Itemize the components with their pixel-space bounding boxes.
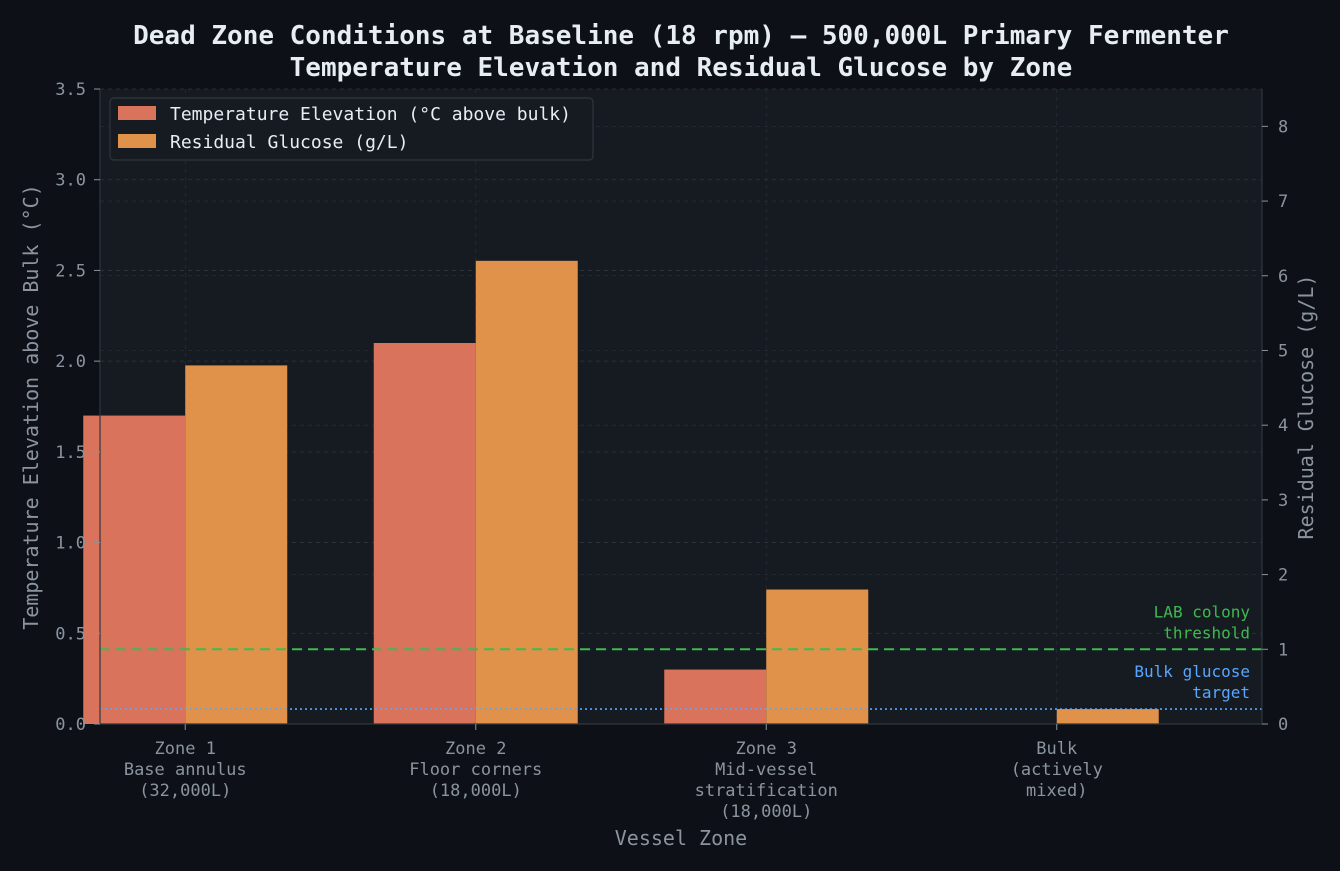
x-tick-label: stratification [695,781,838,801]
legend-swatch [118,106,156,120]
x-tick-label: Floor corners [409,760,542,780]
reference-line-label: LAB colony [1154,602,1251,621]
x-tick-label: mixed) [1026,781,1087,801]
legend-box [109,97,594,161]
legend-swatch [118,134,156,148]
y-tick-label-left: 0.5 [55,624,86,644]
chart-subtitle: Temperature Elevation and Residual Gluco… [290,53,1073,83]
y-tick-label-right: 5 [1278,341,1288,361]
legend: Temperature Elevation (°C above bulk) Res… [109,97,594,161]
reference-line-label: Bulk glucose [1134,662,1250,681]
bar-temperature [373,343,476,724]
x-tick-label: (18,000L) [430,781,522,801]
x-tick-label: (18,000L) [720,802,812,822]
plot-area [100,89,1262,724]
legend-entry: Temperature Elevation (°C above bulk) [170,104,571,125]
y-tick-label-right: 2 [1278,566,1288,586]
y-axis-label-right: Residual Glucose (g/L) [1294,275,1318,540]
y-tick-label-left: 1.0 [55,534,86,554]
y-tick-label-left: 3.0 [55,171,86,191]
reference-lines: LAB colony threshold Bulk glucose target [100,602,1262,710]
bar-temperature [83,415,186,724]
y-tick-label-left: 0.0 [55,715,86,735]
bar-temperature [664,669,767,724]
x-tick-label: Mid-vessel [715,760,817,780]
y-tick-label-left: 2.0 [55,352,86,372]
y-tick-label-right: 1 [1278,640,1288,660]
y-tick-label-left: 1.5 [55,443,86,463]
chart-title: Dead Zone Conditions at Baseline (18 rpm… [133,21,1229,51]
x-tick-label: Zone 3 [736,739,797,759]
y-tick-label-right: 7 [1278,192,1288,212]
bar-glucose [766,589,869,724]
bar-glucose [475,260,578,724]
x-tick-label: (actively [1011,760,1103,780]
x-tick-label: Zone 1 [155,739,216,759]
x-axis-label: Vessel Zone [615,826,747,850]
legend-entry: Residual Glucose (g/L) [170,132,408,153]
x-tick-label: (32,000L) [139,781,231,801]
reference-line-label: target [1192,683,1250,702]
reference-line-label: threshold [1163,623,1250,642]
y-tick-label-right: 0 [1278,715,1288,735]
y-tick-label-right: 8 [1278,117,1288,137]
y-tick-label-right: 3 [1278,491,1288,511]
x-tick-label: Base annulus [124,760,247,780]
y-tick-label-left: 3.5 [55,80,86,100]
x-tick-label: Bulk [1036,739,1077,759]
y-tick-label-right: 6 [1278,267,1288,287]
y-tick-label-right: 4 [1278,416,1288,436]
bar-glucose [1056,709,1159,724]
y-tick-label-left: 2.5 [55,261,86,281]
x-tick-label: Zone 2 [445,739,506,759]
y-axis-label-left: Temperature Elevation above Bulk (°C) [19,184,43,630]
bar-glucose [185,365,288,724]
